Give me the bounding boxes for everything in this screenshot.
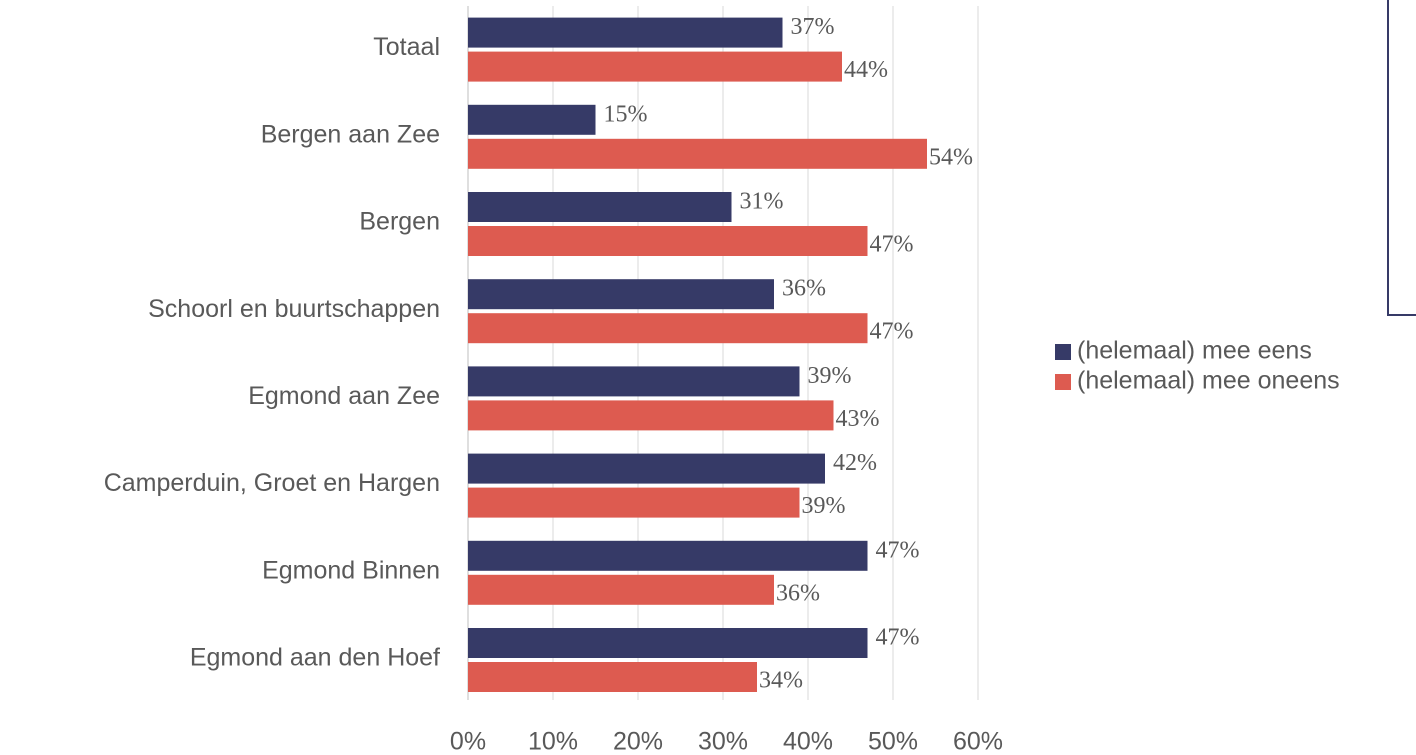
bar (468, 628, 868, 658)
bar (468, 51, 842, 82)
x-tick-label: 50% (868, 728, 918, 755)
data-label: 36% (776, 580, 820, 606)
bar (468, 540, 868, 571)
x-tick-label: 10% (528, 728, 578, 755)
data-label: 34% (759, 668, 803, 694)
data-label: 31% (740, 189, 784, 215)
y-tick-label: Totaal (373, 33, 440, 61)
x-tick-label: 60% (953, 728, 1003, 755)
y-tick-label: Schoorl en buurtschappen (148, 295, 440, 323)
data-label: 54% (929, 144, 973, 170)
bar (468, 192, 732, 222)
bar (468, 574, 774, 605)
bar (468, 104, 596, 135)
y-tick-label: Egmond Binnen (262, 556, 440, 584)
legend-label: (helemaal) mee oneens (1077, 367, 1340, 395)
y-tick-label: Bergen (359, 208, 440, 236)
data-label: 47% (870, 232, 914, 258)
frame-box (1387, 0, 1416, 316)
data-label: 44% (844, 57, 888, 83)
data-label: 47% (876, 625, 920, 651)
x-tick-label: 40% (783, 728, 833, 755)
data-label: 47% (870, 319, 914, 345)
y-tick-label: Egmond aan den Hoef (190, 644, 440, 672)
bar (468, 313, 868, 344)
legend-label: (helemaal) mee eens (1077, 337, 1312, 365)
bar (468, 279, 774, 310)
bar (468, 662, 757, 692)
bar (468, 138, 927, 169)
legend-swatch (1055, 374, 1071, 390)
bar (468, 400, 834, 431)
y-tick-label: Bergen aan Zee (261, 120, 440, 148)
data-label: 39% (802, 493, 846, 519)
bar (468, 226, 868, 256)
data-label: 37% (791, 14, 835, 40)
data-label: 36% (782, 276, 826, 302)
y-tick-label: Camperduin, Groet en Hargen (104, 469, 440, 497)
x-tick-label: 30% (698, 728, 748, 755)
data-label: 43% (836, 406, 880, 432)
bar (468, 487, 800, 518)
x-tick-label: 20% (613, 728, 663, 755)
bar (468, 17, 783, 48)
data-label: 47% (876, 537, 920, 563)
data-label: 42% (833, 450, 877, 476)
legend-swatch (1055, 344, 1071, 360)
bar (468, 453, 825, 484)
data-label: 39% (808, 363, 852, 389)
y-tick-label: Egmond aan Zee (248, 382, 440, 410)
bar (468, 366, 800, 397)
x-tick-label: 0% (450, 728, 486, 755)
data-label: 15% (604, 101, 648, 127)
